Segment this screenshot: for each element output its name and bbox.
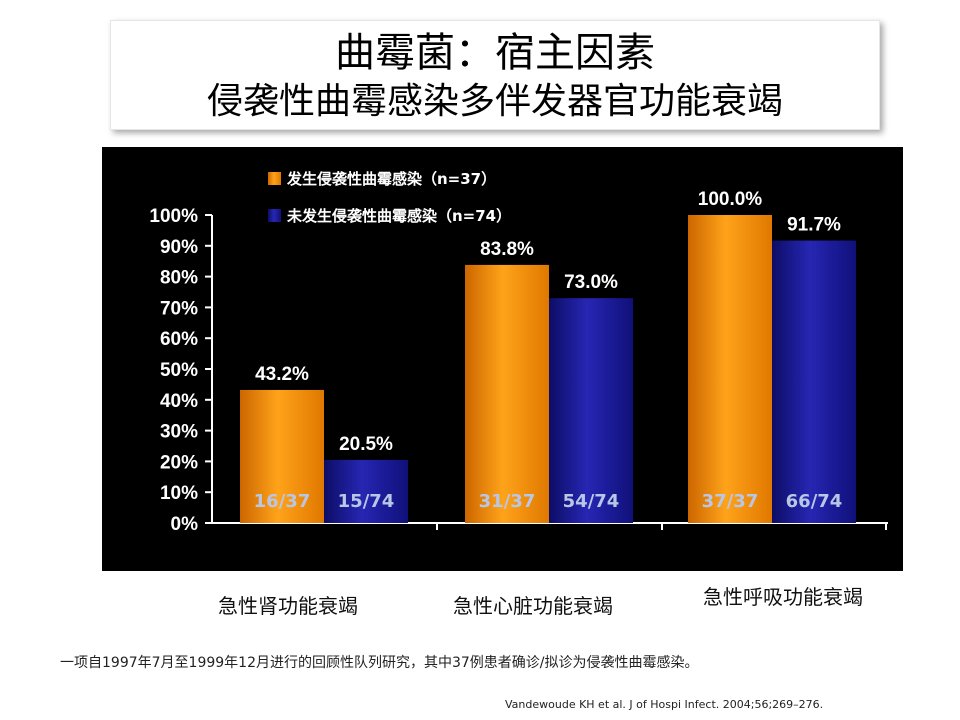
y-tick-label: 10% xyxy=(160,483,198,504)
bar xyxy=(772,240,856,523)
y-tick-label: 30% xyxy=(160,422,198,443)
data-label: 83.8% xyxy=(480,239,534,260)
title-box: 曲霉菌：宿主因素 侵袭性曲霉感染多伴发器官功能衰竭 xyxy=(110,20,880,130)
data-label: 43.2% xyxy=(255,364,309,385)
title-main: 曲霉菌：宿主因素 xyxy=(335,30,655,76)
legend-label: 发生侵袭性曲霉感染（n=37） xyxy=(286,170,496,188)
legend-label: 未发生侵袭性曲霉感染（n=74） xyxy=(286,207,511,225)
legend-swatch xyxy=(268,209,281,222)
y-tick-label: 0% xyxy=(171,514,199,535)
bar xyxy=(688,215,772,523)
y-tick-label: 80% xyxy=(160,268,198,289)
data-label: 91.7% xyxy=(787,215,841,236)
count-label: 15/74 xyxy=(338,491,395,512)
bar xyxy=(324,459,408,523)
y-tick-label: 50% xyxy=(160,360,198,381)
count-label: 16/37 xyxy=(254,491,311,512)
category-label: 急性肾功能衰竭 xyxy=(218,594,358,618)
y-tick-label: 100% xyxy=(149,206,198,227)
bar-chart: 0% 10% 20% 30% 40% 50% 60% 70% 80% 90% 100% 43.2% 16… xyxy=(102,147,903,571)
bar xyxy=(465,264,549,523)
footnote: 一项自1997年7月至1999年12月进行的回顾性队列研究，其中37例患者确诊/… xyxy=(60,655,699,671)
y-tick-label: 90% xyxy=(160,237,198,258)
title-subtitle: 侵袭性曲霉感染多伴发器官功能衰竭 xyxy=(206,81,783,122)
legend-swatch xyxy=(268,172,281,185)
category-label: 急性呼吸功能衰竭 xyxy=(703,585,863,609)
count-label: 54/74 xyxy=(563,491,620,512)
citation: Vandewoude KH et al. J of Hospi Infect. … xyxy=(505,698,824,711)
chart-svg: 0% 10% 20% 30% 40% 50% 60% 70% 80% 90% 100% 43.2% 16… xyxy=(149,170,888,535)
y-tick-label: 40% xyxy=(160,391,198,412)
bar xyxy=(240,389,324,523)
data-label: 73.0% xyxy=(564,272,618,293)
category-label: 急性心脏功能衰竭 xyxy=(453,594,613,618)
data-label: 20.5% xyxy=(339,434,393,455)
y-tick-label: 70% xyxy=(160,298,198,319)
y-tick-label: 60% xyxy=(160,329,198,350)
bar xyxy=(549,298,633,523)
count-label: 31/37 xyxy=(479,491,536,512)
data-label: 100.0% xyxy=(698,189,763,210)
count-label: 37/37 xyxy=(702,491,759,512)
y-tick-label: 20% xyxy=(160,452,198,473)
count-label: 66/74 xyxy=(786,491,843,512)
